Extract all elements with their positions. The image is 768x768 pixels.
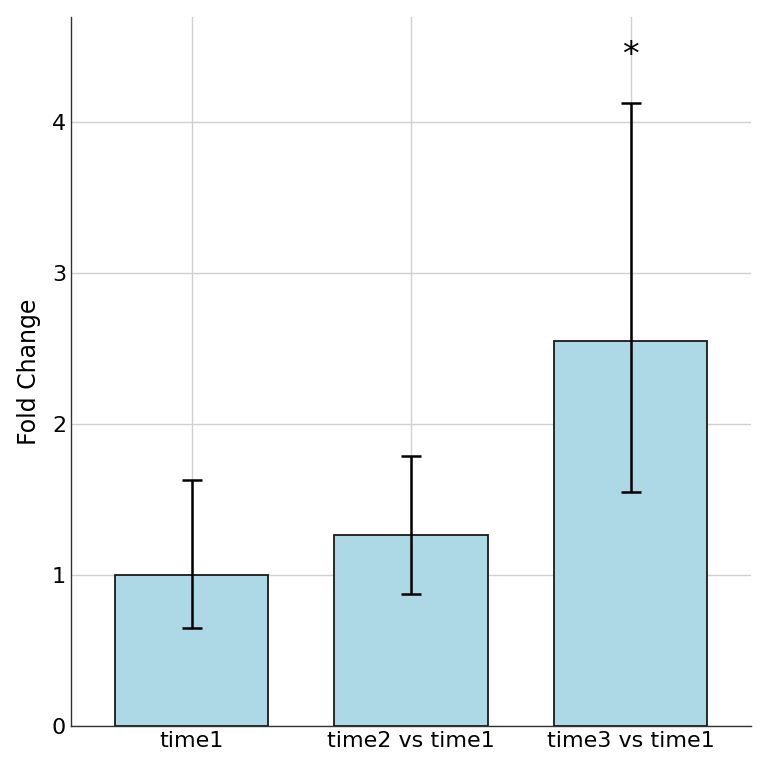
Bar [114,575,269,727]
Bar [554,341,707,727]
Bar [334,535,488,727]
Y-axis label: Fold Change: Fold Change [17,299,41,445]
Text: *: * [622,39,639,72]
